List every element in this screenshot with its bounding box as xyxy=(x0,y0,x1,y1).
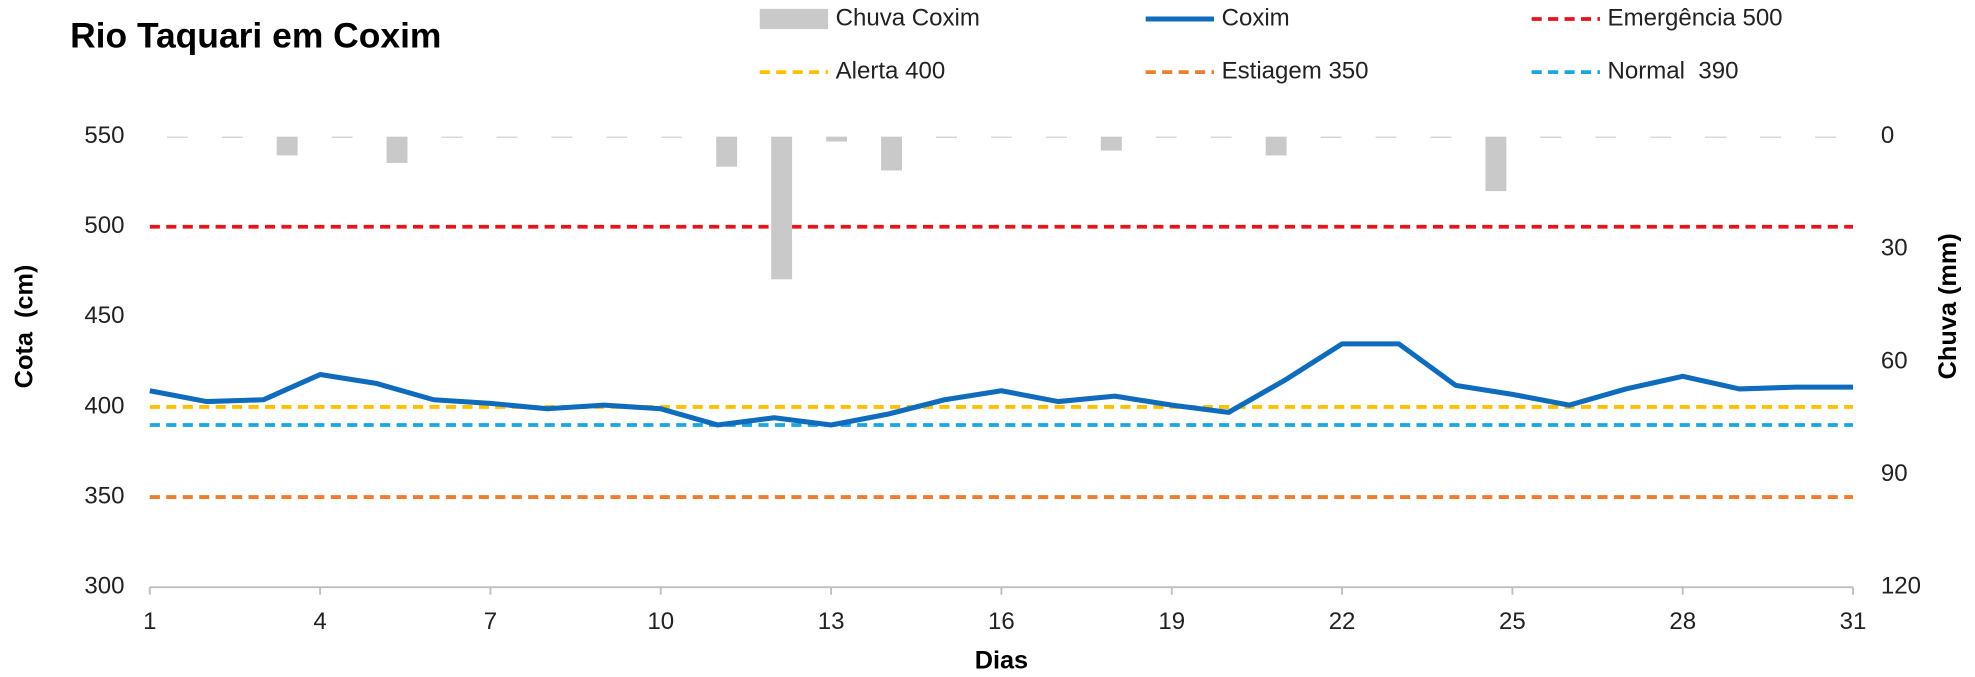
x-tick-label: 4 xyxy=(313,608,326,635)
rain-bar xyxy=(606,136,628,138)
x-tick-label: 31 xyxy=(1840,608,1867,635)
rain-bar xyxy=(166,136,188,138)
rain-bar xyxy=(716,136,738,167)
legend-label: Chuva Coxim xyxy=(836,4,980,31)
rain-bar xyxy=(1760,136,1782,138)
chart-title: Rio Taquari em Coxim xyxy=(70,15,441,55)
x-tick-label: 13 xyxy=(818,608,845,635)
rain-bar xyxy=(771,136,793,280)
y-axis-title: Cota (cm) xyxy=(10,265,38,389)
x-tick-label: 1 xyxy=(143,608,156,635)
legend-label: Estiagem 350 xyxy=(1222,57,1369,84)
x-tick-label: 22 xyxy=(1329,608,1356,635)
rain-bar xyxy=(1540,136,1562,138)
rain-bar xyxy=(1320,136,1342,138)
y-tick-label: 400 xyxy=(84,392,124,419)
rain-bar xyxy=(661,136,683,138)
x-tick-label: 28 xyxy=(1669,608,1696,635)
x-tick-label: 16 xyxy=(988,608,1015,635)
rain-bar xyxy=(1595,136,1617,138)
rain-bar xyxy=(221,136,243,138)
legend-label: Alerta 400 xyxy=(836,57,946,84)
rain-bar xyxy=(1155,136,1177,138)
y-tick-label: 450 xyxy=(84,302,124,329)
x-tick-label: 19 xyxy=(1158,608,1185,635)
y-tick-label: 500 xyxy=(84,212,124,239)
rain-bar xyxy=(1650,136,1672,138)
rain-bar xyxy=(990,136,1012,138)
y2-tick-label: 120 xyxy=(1881,572,1921,599)
y2-tick-label: 0 xyxy=(1881,122,1894,149)
rain-bar xyxy=(1430,136,1452,138)
rain-bar xyxy=(551,136,573,138)
x-tick-label: 10 xyxy=(647,608,674,635)
rain-bar xyxy=(1045,136,1067,138)
y2-axis-title: Chuva (mm) xyxy=(1934,233,1962,379)
rain-bar xyxy=(1375,136,1397,138)
rain-bar xyxy=(881,136,902,171)
y2-tick-label: 30 xyxy=(1881,235,1908,262)
y2-tick-label: 60 xyxy=(1881,347,1908,374)
x-axis-title: Dias xyxy=(975,647,1028,675)
rain-bar xyxy=(441,136,463,138)
legend-label: Coxim xyxy=(1222,4,1290,31)
rain-bar xyxy=(936,136,957,138)
rain-bar xyxy=(826,136,848,142)
y-tick-label: 550 xyxy=(84,122,124,149)
rain-bar xyxy=(276,136,298,156)
rain-bar xyxy=(331,136,353,138)
rain-bar xyxy=(1815,136,1837,138)
rain-bar xyxy=(1210,136,1232,138)
y-tick-label: 300 xyxy=(84,572,124,599)
legend-label: Normal 390 xyxy=(1608,57,1739,84)
rain-bar xyxy=(1265,136,1287,156)
x-tick-label: 25 xyxy=(1499,608,1526,635)
legend-swatch xyxy=(759,8,829,30)
rain-bar xyxy=(386,136,408,163)
rain-bar xyxy=(1705,136,1727,138)
rain-bar xyxy=(496,136,518,138)
level-line xyxy=(149,341,1854,428)
y2-tick-label: 90 xyxy=(1881,460,1908,487)
rain-bar xyxy=(1485,136,1507,192)
rain-bar xyxy=(1100,136,1122,151)
x-tick-label: 7 xyxy=(484,608,497,635)
legend-label: Emergência 500 xyxy=(1608,4,1783,31)
y-tick-label: 350 xyxy=(84,482,124,509)
